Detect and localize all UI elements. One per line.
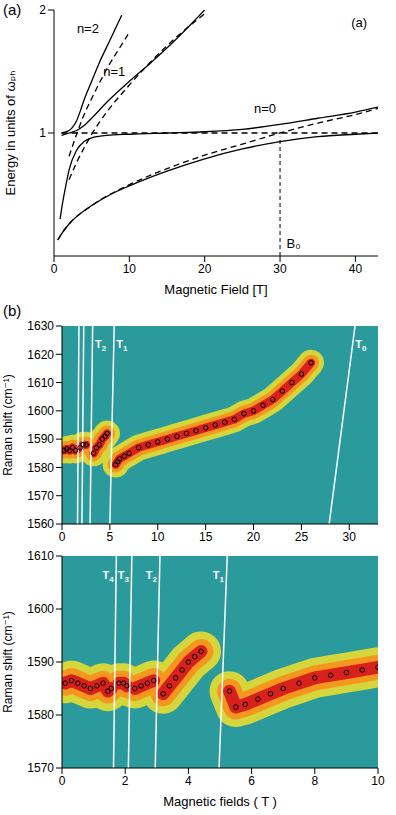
svg-text:2: 2 xyxy=(39,3,46,17)
svg-text:20: 20 xyxy=(247,530,261,544)
svg-text:0: 0 xyxy=(51,262,58,276)
svg-text:4: 4 xyxy=(185,774,192,788)
svg-text:1570: 1570 xyxy=(27,489,54,503)
svg-text:T2: T2 xyxy=(146,569,158,584)
svg-text:T4: T4 xyxy=(102,569,114,584)
svg-text:8: 8 xyxy=(311,774,318,788)
svg-text:0: 0 xyxy=(59,530,66,544)
svg-text:B₀: B₀ xyxy=(287,236,301,251)
svg-text:n=1: n=1 xyxy=(103,64,125,79)
svg-text:Magnetic fields ( T ): Magnetic fields ( T ) xyxy=(163,794,277,809)
svg-text:30: 30 xyxy=(343,530,357,544)
svg-text:1580: 1580 xyxy=(27,708,54,722)
svg-text:30: 30 xyxy=(273,262,287,276)
svg-text:1630: 1630 xyxy=(27,319,54,333)
svg-text:40: 40 xyxy=(349,262,363,276)
svg-text:15: 15 xyxy=(199,530,213,544)
svg-text:10: 10 xyxy=(123,262,137,276)
svg-text:Raman shift (cm⁻¹): Raman shift (cm⁻¹) xyxy=(1,374,15,476)
svg-text:1590: 1590 xyxy=(27,432,54,446)
svg-text:1580: 1580 xyxy=(27,461,54,475)
svg-text:5: 5 xyxy=(107,530,114,544)
svg-text:25: 25 xyxy=(295,530,309,544)
svg-text:1600: 1600 xyxy=(27,602,54,616)
svg-text:Energy in units of ωₚₕ: Energy in units of ωₚₕ xyxy=(3,70,18,195)
html-text:(a): (a) xyxy=(3,1,22,18)
svg-text:1560: 1560 xyxy=(27,517,54,531)
svg-text:n=0: n=0 xyxy=(254,101,276,116)
svg-text:1600: 1600 xyxy=(27,404,54,418)
svg-text:(a): (a) xyxy=(351,15,367,30)
svg-text:1620: 1620 xyxy=(27,348,54,362)
svg-text:1610: 1610 xyxy=(27,376,54,390)
html-text:(b): (b) xyxy=(3,302,22,319)
svg-text:1570: 1570 xyxy=(27,761,54,775)
svg-text:n=2: n=2 xyxy=(77,21,99,36)
svg-text:6: 6 xyxy=(248,774,255,788)
svg-text:0: 0 xyxy=(59,774,66,788)
svg-text:Magnetic Field [T]: Magnetic Field [T] xyxy=(164,282,267,297)
svg-text:1610: 1610 xyxy=(27,549,54,563)
svg-text:20: 20 xyxy=(198,262,212,276)
svg-text:Raman shift (cm⁻¹): Raman shift (cm⁻¹) xyxy=(1,611,15,713)
svg-text:T1: T1 xyxy=(213,569,225,584)
svg-text:T2: T2 xyxy=(95,338,107,353)
svg-text:10: 10 xyxy=(151,530,165,544)
svg-text:T1: T1 xyxy=(116,338,128,353)
svg-text:T0: T0 xyxy=(355,338,367,353)
svg-text:10: 10 xyxy=(371,774,385,788)
svg-text:1: 1 xyxy=(39,126,46,140)
svg-text:T3: T3 xyxy=(118,569,130,584)
svg-text:1590: 1590 xyxy=(27,655,54,669)
svg-text:2: 2 xyxy=(122,774,129,788)
